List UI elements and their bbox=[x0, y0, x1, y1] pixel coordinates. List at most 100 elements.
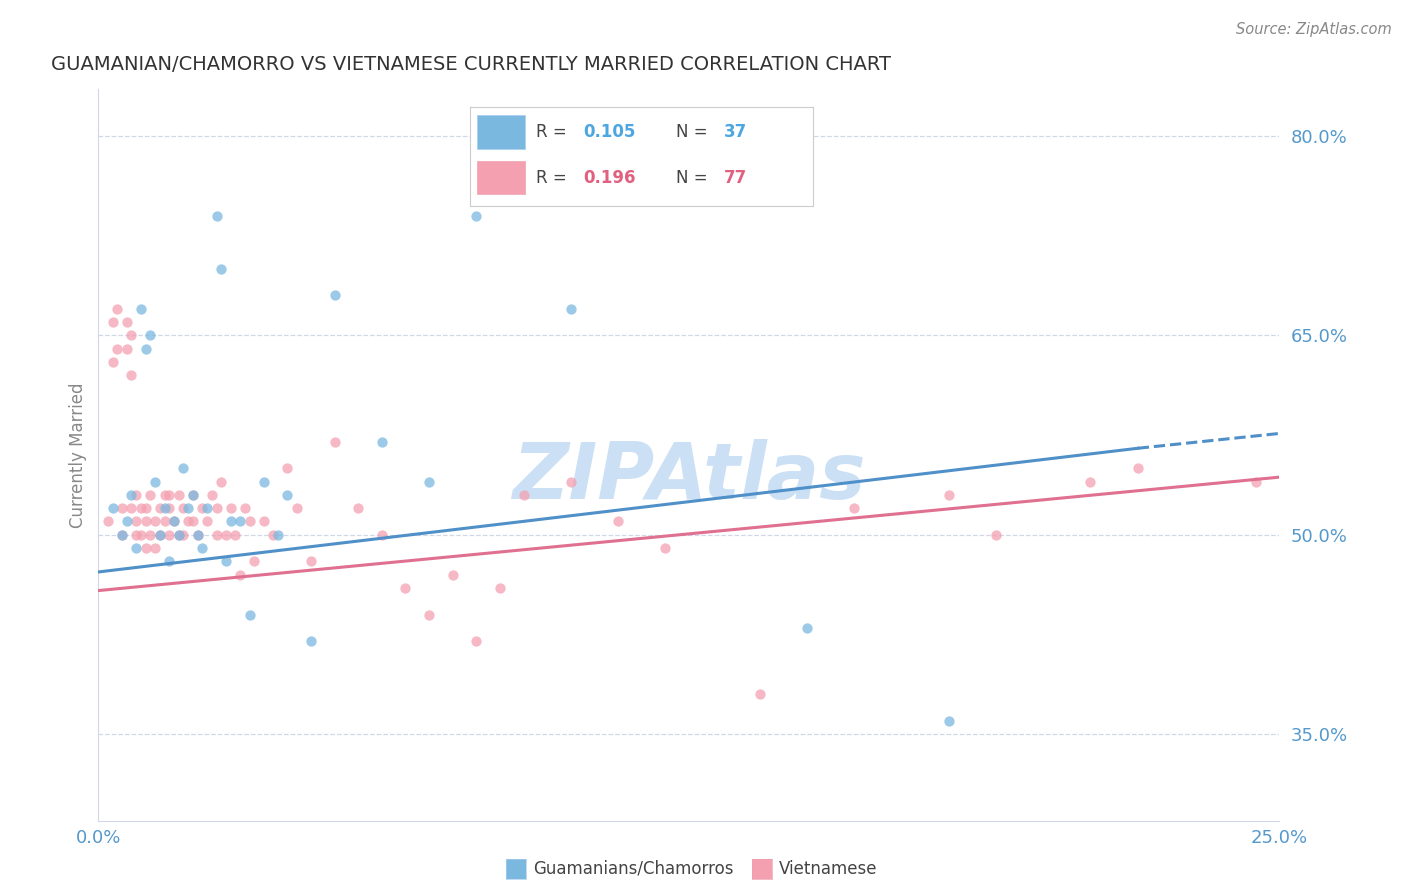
Point bbox=[195, 515, 218, 529]
Text: Source: ZipAtlas.com: Source: ZipAtlas.com bbox=[1236, 22, 1392, 37]
Point bbox=[219, 501, 242, 516]
Point bbox=[347, 501, 370, 516]
Point bbox=[224, 527, 246, 541]
Point bbox=[181, 488, 204, 502]
Point bbox=[262, 527, 284, 541]
Text: Guamanians/Chamorros: Guamanians/Chamorros bbox=[533, 860, 734, 878]
Point bbox=[253, 475, 276, 489]
Point bbox=[560, 301, 582, 316]
Point bbox=[153, 515, 176, 529]
Point bbox=[115, 515, 138, 529]
Point bbox=[139, 488, 162, 502]
Point bbox=[285, 501, 308, 516]
Point bbox=[371, 527, 394, 541]
Point bbox=[172, 461, 194, 475]
Point bbox=[139, 527, 162, 541]
Bar bbox=[477, 115, 526, 149]
Point bbox=[167, 527, 190, 541]
Point bbox=[560, 475, 582, 489]
Point bbox=[299, 634, 322, 648]
Point bbox=[157, 527, 180, 541]
Point bbox=[394, 581, 416, 595]
Point bbox=[187, 527, 209, 541]
Point bbox=[1126, 461, 1149, 475]
Point bbox=[219, 515, 242, 529]
Point bbox=[121, 368, 143, 383]
Point bbox=[191, 501, 214, 516]
Point bbox=[149, 501, 172, 516]
Point bbox=[125, 541, 148, 555]
Point bbox=[111, 501, 134, 516]
Text: R =: R = bbox=[536, 123, 571, 141]
Point bbox=[938, 488, 960, 502]
Point bbox=[371, 434, 394, 449]
Point bbox=[233, 501, 256, 516]
Bar bbox=[477, 161, 526, 194]
Point bbox=[299, 554, 322, 568]
Point bbox=[215, 554, 238, 568]
Point bbox=[135, 342, 157, 356]
Text: ZIPAtlas: ZIPAtlas bbox=[512, 439, 866, 515]
Point bbox=[465, 209, 488, 223]
Point bbox=[844, 501, 866, 516]
Point bbox=[984, 527, 1007, 541]
Point bbox=[205, 209, 228, 223]
Text: Vietnamese: Vietnamese bbox=[779, 860, 877, 878]
Point bbox=[129, 501, 152, 516]
Point bbox=[195, 501, 218, 516]
Point bbox=[1080, 475, 1102, 489]
Point bbox=[172, 501, 194, 516]
Point bbox=[167, 488, 190, 502]
Point bbox=[105, 301, 128, 316]
Point bbox=[135, 541, 157, 555]
Point bbox=[243, 554, 266, 568]
Point bbox=[149, 527, 172, 541]
Point bbox=[139, 328, 162, 343]
Point bbox=[209, 261, 232, 276]
Point bbox=[938, 714, 960, 728]
Point bbox=[205, 501, 228, 516]
Point bbox=[276, 461, 298, 475]
Point bbox=[276, 488, 298, 502]
Point bbox=[97, 515, 120, 529]
Point bbox=[177, 515, 200, 529]
Point bbox=[465, 634, 488, 648]
Point bbox=[229, 567, 252, 582]
Point bbox=[239, 515, 262, 529]
Point bbox=[267, 527, 290, 541]
Point bbox=[129, 527, 152, 541]
Point bbox=[607, 515, 630, 529]
Text: R =: R = bbox=[536, 169, 571, 186]
Text: 77: 77 bbox=[724, 169, 747, 186]
Point bbox=[209, 475, 232, 489]
Text: 0.105: 0.105 bbox=[583, 123, 636, 141]
Point bbox=[201, 488, 224, 502]
Point bbox=[115, 315, 138, 329]
Point bbox=[1244, 475, 1267, 489]
Point bbox=[172, 527, 194, 541]
Point bbox=[105, 342, 128, 356]
Point bbox=[135, 515, 157, 529]
Point bbox=[253, 515, 276, 529]
Point bbox=[143, 541, 166, 555]
Point bbox=[101, 501, 124, 516]
Text: N =: N = bbox=[676, 123, 713, 141]
Point bbox=[748, 687, 770, 701]
Point bbox=[125, 515, 148, 529]
Text: 0.196: 0.196 bbox=[583, 169, 636, 186]
Point bbox=[153, 501, 176, 516]
Text: 37: 37 bbox=[724, 123, 747, 141]
Text: GUAMANIAN/CHAMORRO VS VIETNAMESE CURRENTLY MARRIED CORRELATION CHART: GUAMANIAN/CHAMORRO VS VIETNAMESE CURRENT… bbox=[51, 54, 891, 74]
Point bbox=[129, 301, 152, 316]
Point bbox=[163, 515, 186, 529]
Point bbox=[191, 541, 214, 555]
Point bbox=[157, 501, 180, 516]
Point bbox=[125, 488, 148, 502]
Point bbox=[418, 475, 440, 489]
Point bbox=[181, 515, 204, 529]
Point bbox=[239, 607, 262, 622]
Point bbox=[441, 567, 464, 582]
Point bbox=[796, 621, 818, 635]
Point bbox=[153, 488, 176, 502]
Point bbox=[187, 527, 209, 541]
